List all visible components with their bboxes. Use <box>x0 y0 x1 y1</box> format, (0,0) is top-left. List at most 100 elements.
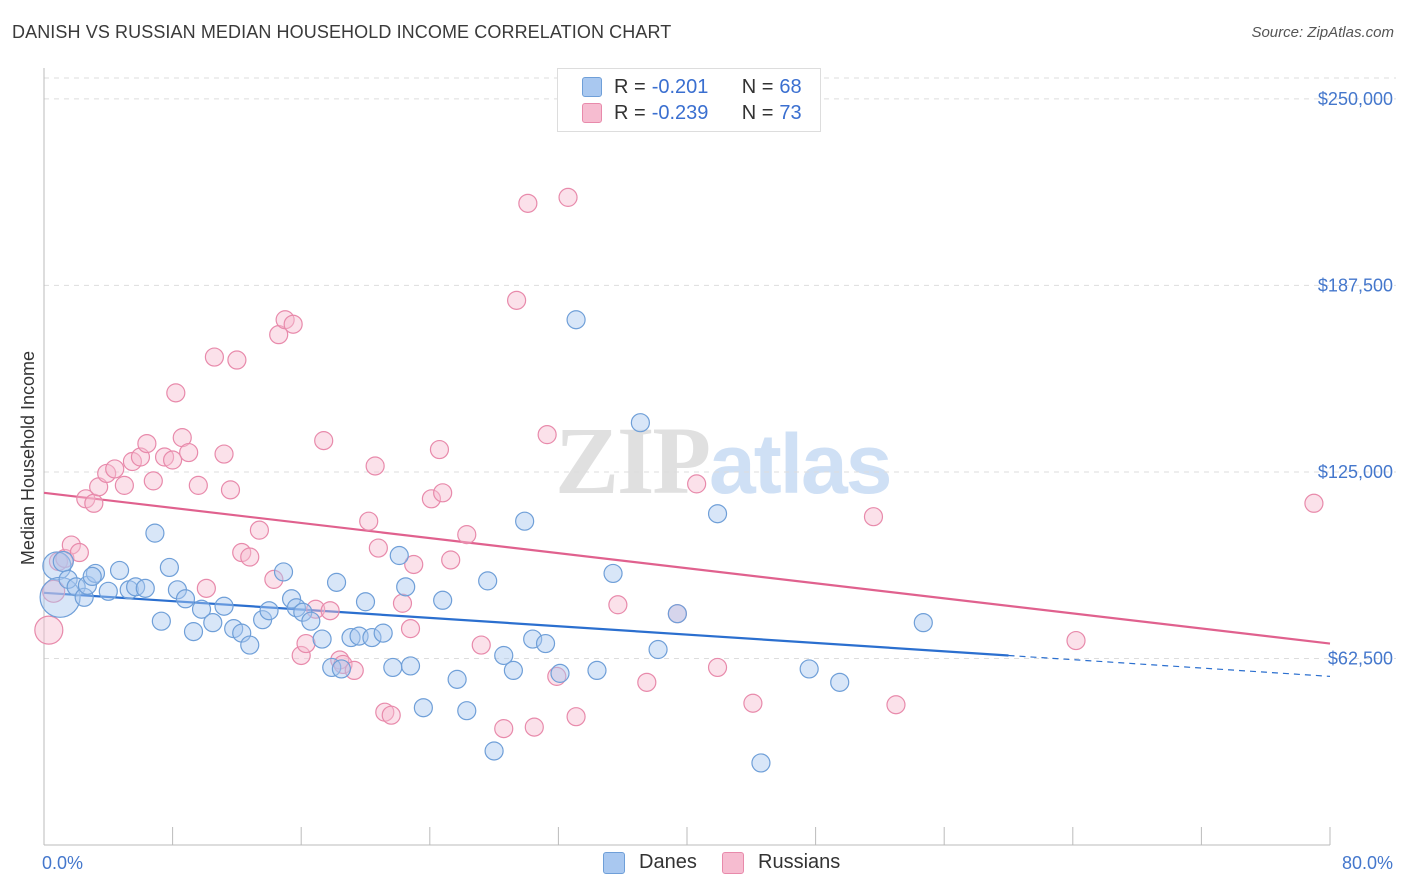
russian-point <box>296 633 316 654</box>
dane-point <box>58 569 78 589</box>
watermark-zip: ZIP <box>555 407 711 514</box>
russian-point <box>249 520 270 540</box>
legend-item-russians[interactable]: Russians <box>722 851 840 874</box>
russian-point <box>220 480 241 500</box>
russian-point <box>166 383 186 403</box>
danes-r-label: R = <box>614 75 646 98</box>
y-axis-label: Median Household Income <box>18 351 38 565</box>
dane-point <box>183 622 204 642</box>
danes-r-value: -0.201 <box>651 75 709 98</box>
dane-point <box>396 577 416 597</box>
russian-point <box>368 538 388 558</box>
dane-point <box>494 645 514 666</box>
dane-point <box>126 577 146 597</box>
dane-point <box>175 589 196 609</box>
danes-n-value: 68 <box>779 75 802 98</box>
russian-point <box>429 439 450 460</box>
legend-item-danes[interactable]: Danes <box>603 851 697 874</box>
russian-point <box>707 657 728 678</box>
dane-point <box>273 562 294 582</box>
danes-trend-line <box>43 591 1009 657</box>
correlation-legend: R = -0.201 N = 68 R = -0.239 N = 73 <box>557 68 821 132</box>
russian-point <box>421 489 442 509</box>
series-legend: Danes Russians <box>0 851 1406 877</box>
axes <box>43 68 1331 846</box>
legend-row-russians: R = -0.239 N = 73 <box>582 101 802 125</box>
dane-point <box>413 698 433 718</box>
dane-point <box>151 611 171 631</box>
russian-point <box>320 601 340 621</box>
russian-point <box>687 474 707 494</box>
y-tick-label: $250,000 <box>1318 89 1393 109</box>
trend-lines <box>43 491 1331 677</box>
x-tick-label-min: 0.0% <box>42 853 83 873</box>
russians-legend-swatch <box>722 851 744 874</box>
dane-point <box>240 635 260 655</box>
dane-point <box>39 576 81 618</box>
dane-point <box>355 592 376 612</box>
dane-point <box>566 310 586 330</box>
x-tick-label-max: 80.0% <box>1342 853 1393 873</box>
russian-point <box>457 525 477 545</box>
russian-point <box>179 442 199 463</box>
danes-legend-label: Danes <box>639 851 697 873</box>
russian-point <box>188 475 208 495</box>
source-credit: Source: ZipAtlas.com <box>1251 24 1394 41</box>
dane-point <box>301 611 321 631</box>
russians-r-value: -0.239 <box>651 101 709 124</box>
dane-point <box>550 663 570 683</box>
dane-point <box>648 639 668 660</box>
dane-point <box>259 601 279 621</box>
russian-point <box>69 542 89 563</box>
dane-point <box>191 599 212 619</box>
dane-point <box>383 657 403 678</box>
dane-point <box>630 413 650 433</box>
dane-point <box>751 753 771 773</box>
dane-point <box>830 672 850 692</box>
russian-point <box>227 350 247 370</box>
russian-point <box>105 459 125 479</box>
dane-point <box>98 581 118 601</box>
russian-point <box>886 695 906 715</box>
russian-point <box>314 431 334 451</box>
dane-point <box>913 613 933 633</box>
russian-point <box>240 547 260 567</box>
dane-point <box>523 629 543 649</box>
russian-point <box>1304 493 1324 513</box>
russian-point <box>537 425 557 445</box>
dane-point <box>447 669 467 689</box>
russian-point <box>137 433 157 454</box>
dane-point <box>85 563 106 584</box>
chart-title: DANISH VS RUSSIAN MEDIAN HOUSEHOLD INCOM… <box>12 22 672 42</box>
dane-point <box>341 627 361 648</box>
russian-point <box>637 672 657 692</box>
dane-point <box>203 613 223 633</box>
danes-swatch <box>582 77 602 97</box>
russian-point <box>204 347 224 367</box>
russian-point <box>471 635 491 655</box>
russian-point <box>566 707 586 727</box>
russian-point <box>441 550 461 570</box>
dane-point <box>82 566 102 587</box>
russian-point <box>863 507 884 527</box>
russians-legend-label: Russians <box>758 851 841 873</box>
dane-point <box>535 633 556 654</box>
russians-r-label: R = <box>614 101 646 124</box>
russian-point <box>524 717 544 737</box>
russian-point <box>283 314 303 334</box>
russian-point <box>196 578 216 598</box>
data-points <box>34 187 1324 773</box>
russian-point <box>34 615 64 645</box>
dane-point <box>400 656 421 676</box>
dane-point <box>214 596 234 616</box>
russian-point <box>507 290 527 310</box>
y-tick-label: $125,000 <box>1318 462 1393 482</box>
russian-point <box>291 645 311 666</box>
russian-point <box>1066 630 1086 651</box>
russian-point <box>359 511 379 531</box>
dane-point <box>799 659 819 679</box>
russians-trend-line <box>43 491 1331 645</box>
danes-trend-extension <box>1008 654 1331 677</box>
russian-point <box>84 493 104 513</box>
russians-swatch <box>582 103 602 123</box>
